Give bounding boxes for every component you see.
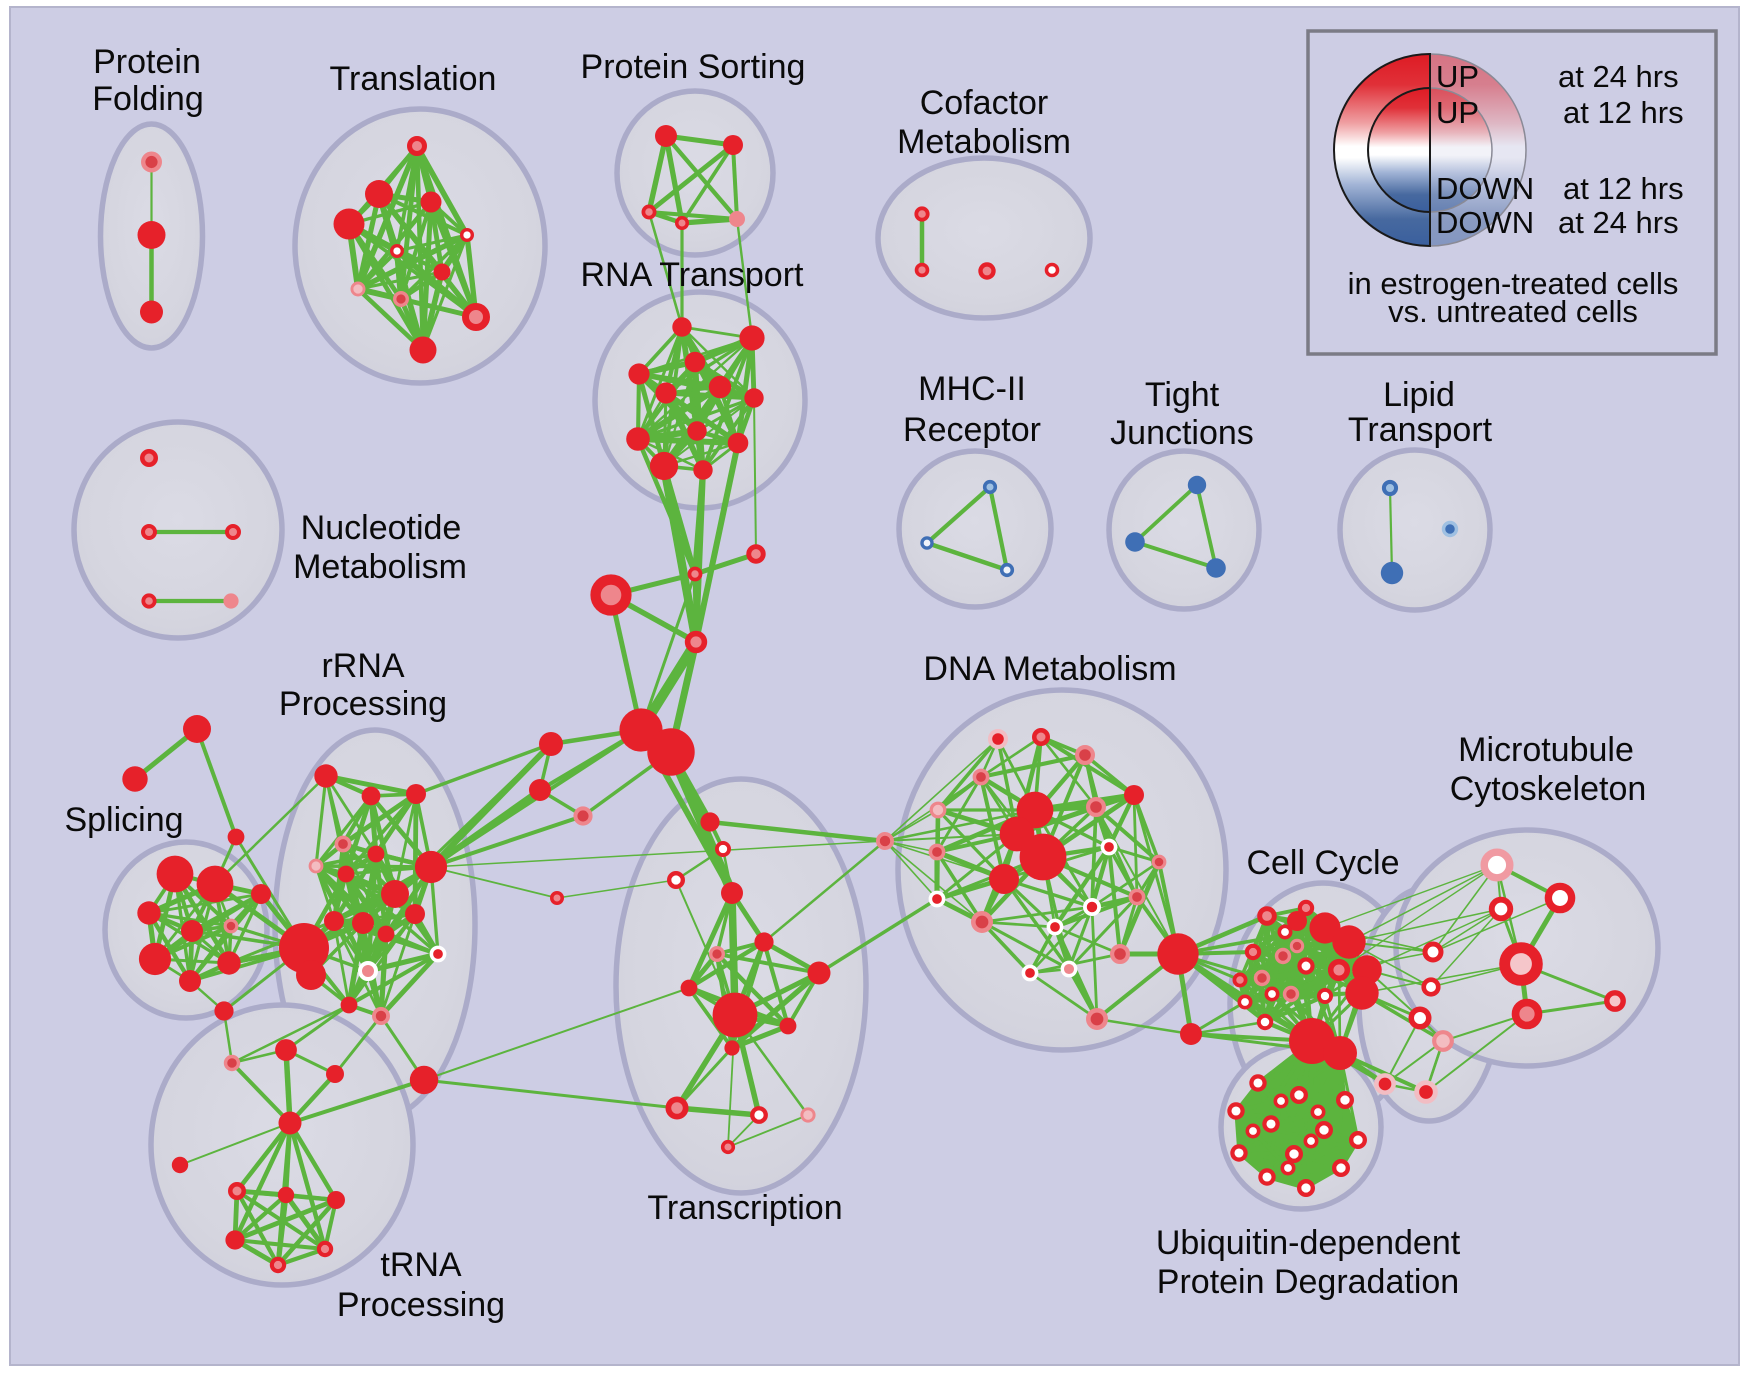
svg-text:Protein Degradation: Protein Degradation [1157,1263,1459,1301]
svg-text:Cofactor: Cofactor [920,84,1049,122]
svg-text:rRNA: rRNA [321,647,404,685]
svg-text:DOWN: DOWN [1436,171,1534,206]
svg-text:Receptor: Receptor [903,411,1041,449]
svg-text:at 12 hrs: at 12 hrs [1563,171,1684,206]
svg-text:at 24 hrs: at 24 hrs [1558,205,1679,240]
svg-text:Metabolism: Metabolism [293,548,467,586]
svg-text:Cell Cycle: Cell Cycle [1246,844,1399,882]
svg-text:Protein: Protein [93,43,201,81]
svg-text:Processing: Processing [279,685,447,723]
svg-text:Nucleotide: Nucleotide [301,509,462,547]
svg-text:Cytoskeleton: Cytoskeleton [1450,770,1647,808]
svg-text:at 12 hrs: at 12 hrs [1563,95,1684,130]
svg-text:Splicing: Splicing [64,801,183,839]
svg-text:Transport: Transport [1348,411,1493,449]
svg-text:Lipid: Lipid [1383,376,1455,414]
svg-text:DNA Metabolism: DNA Metabolism [923,650,1176,688]
svg-text:vs. untreated cells: vs. untreated cells [1388,294,1638,329]
svg-text:in estrogen-treated cells: in estrogen-treated cells [1348,266,1679,301]
svg-text:Microtubule: Microtubule [1458,731,1634,769]
svg-text:Ubiquitin-dependent: Ubiquitin-dependent [1156,1224,1461,1262]
svg-text:at 24 hrs: at 24 hrs [1558,59,1679,94]
svg-text:RNA Transport: RNA Transport [581,256,805,294]
svg-text:Processing: Processing [337,1286,505,1324]
svg-text:tRNA: tRNA [380,1246,462,1284]
svg-text:Tight: Tight [1145,376,1220,414]
svg-text:Folding: Folding [92,80,204,118]
svg-text:Translation: Translation [330,60,497,98]
svg-text:UP: UP [1436,59,1479,94]
svg-text:UP: UP [1436,95,1479,130]
svg-text:MHC-II: MHC-II [918,370,1026,408]
svg-text:Protein Sorting: Protein Sorting [581,48,806,86]
svg-text:Junctions: Junctions [1110,414,1254,452]
svg-text:Metabolism: Metabolism [897,123,1071,161]
svg-text:Transcription: Transcription [647,1189,842,1227]
svg-text:DOWN: DOWN [1436,205,1534,240]
